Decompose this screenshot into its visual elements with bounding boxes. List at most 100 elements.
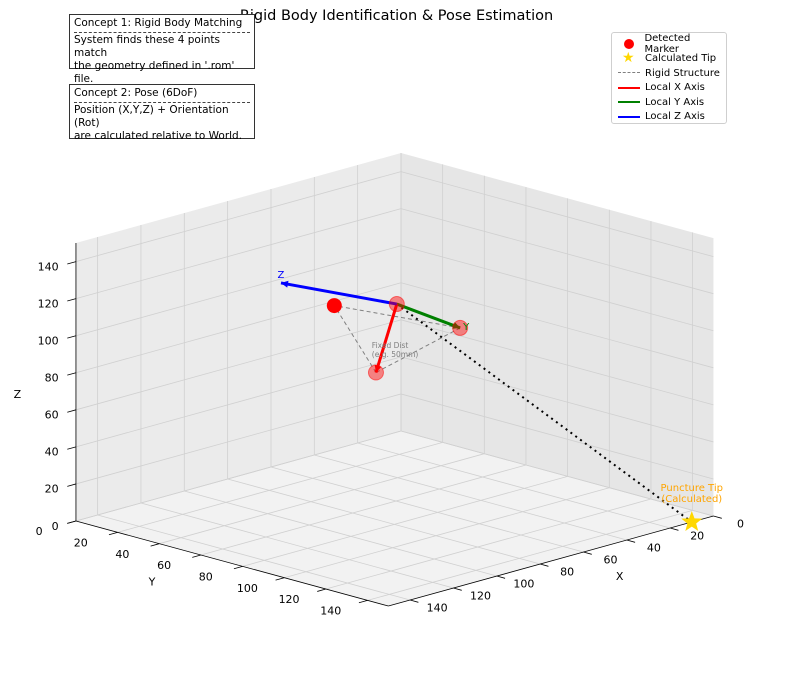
axis-panes — [75, 153, 714, 607]
legend-item-local-z-axis: Local Z Axis — [618, 110, 726, 125]
grid-line — [159, 453, 485, 545]
z-tick-mark — [67, 409, 77, 413]
grid-line — [400, 171, 714, 258]
calculated-tip-star — [681, 511, 703, 531]
detected-marker — [452, 319, 469, 336]
grid-line — [75, 171, 402, 262]
z-tick-mark — [67, 520, 77, 524]
back-left-pane — [75, 153, 401, 522]
z-tick-label: 20 — [45, 483, 59, 496]
grid-line — [117, 441, 443, 533]
grid-line — [314, 454, 627, 541]
grid-line — [242, 475, 568, 567]
rigid-structure-line — [333, 305, 377, 373]
y-tick-label: 100 — [513, 577, 534, 590]
concept-box-1-line-2: the geometry defined in '.rom' file. — [74, 60, 235, 85]
y-tick-label: 40 — [647, 541, 661, 554]
z-tick-label: 80 — [45, 372, 59, 385]
z-tick-label: 60 — [45, 409, 59, 422]
x-tick-mark — [150, 543, 160, 547]
y-tick-mark — [409, 599, 419, 603]
z-tick-mark — [67, 298, 77, 302]
x-tick-mark — [108, 531, 118, 536]
grid-line — [284, 487, 610, 579]
z-tick-label: 100 — [38, 335, 59, 348]
grid-line — [400, 208, 714, 295]
grid-line — [357, 442, 671, 529]
y-tick-mark — [583, 551, 592, 555]
y-axis-line — [388, 515, 714, 607]
concept-box-2-line-1: Position (X,Y,Z) + Orientation (Rot) — [74, 104, 229, 129]
grid-line — [75, 245, 402, 337]
legend-item-calculated-tip: ★ Calculated Tip — [622, 49, 717, 66]
detected-marker — [326, 298, 342, 314]
rigid-structure-line — [375, 327, 461, 373]
z-tick-mark — [67, 372, 77, 376]
local-x-axis-head — [374, 364, 382, 373]
grid-line — [75, 430, 402, 522]
y-tick-mark — [626, 539, 636, 543]
grid-line — [184, 490, 497, 577]
legend-item-rigid-structure: Rigid Structure — [618, 66, 726, 81]
legend-item-detected-marker: Detected Marker — [618, 33, 726, 55]
z-tick-label: 120 — [38, 297, 59, 310]
local-y-label: Y — [462, 322, 470, 333]
green-line-icon — [618, 101, 640, 104]
tip-projection-line — [396, 303, 693, 523]
local-z-axis — [280, 281, 398, 306]
grid-lines — [75, 153, 714, 607]
x-tick-mark — [317, 588, 327, 592]
x-tick-label: 80 — [199, 571, 213, 584]
x-tick-mark — [233, 565, 243, 570]
x-tick-mark — [358, 599, 368, 604]
x-tick-mark — [275, 577, 285, 581]
y-axis-label: Y — [148, 576, 156, 589]
z-tick-label: 40 — [45, 446, 59, 459]
blue-line-icon — [618, 115, 640, 118]
concept-box-2: Concept 2: Pose (6DoF) Position (X,Y,Z) … — [69, 84, 255, 142]
tip-annotation-line-2: (Calculated) — [661, 494, 722, 505]
concept-box-2-separator — [74, 102, 250, 103]
star-icon: ★ — [622, 49, 635, 66]
rigid-structure-line — [334, 305, 461, 329]
floor-pane — [75, 431, 714, 607]
legend: Detected Marker ★ Calculated Tip Rigid S… — [611, 32, 727, 124]
grid-line — [97, 514, 411, 601]
grid-line — [200, 464, 527, 556]
grid-line — [367, 509, 693, 601]
grid-line — [400, 393, 714, 480]
detected-marker — [388, 296, 405, 313]
y-tick-label: 140 — [427, 601, 448, 614]
grid-line — [400, 319, 714, 406]
tip-annotation-line-1: Puncture Tip — [661, 483, 723, 494]
concept-box-1-separator — [74, 32, 250, 33]
concept-box-1-line-1: System finds these 4 points match — [74, 34, 221, 59]
y-tick-label: 0 — [737, 517, 744, 530]
grid-line — [75, 356, 402, 448]
concept-box-2-line-2: are calculated relative to World. — [74, 130, 243, 142]
y-tick-mark — [713, 515, 722, 519]
red-dot-icon — [624, 39, 634, 50]
grid-line — [75, 393, 402, 485]
x-axis-label: X — [616, 570, 624, 583]
grid-line — [75, 319, 402, 411]
z-tick-mark — [67, 261, 77, 265]
grid-line — [227, 478, 541, 565]
grid-line — [325, 498, 652, 590]
grid-line — [140, 502, 454, 589]
x-tick-label: 140 — [320, 605, 341, 618]
y-tick-mark — [496, 575, 506, 579]
local-z-label: Z — [278, 270, 285, 281]
x-tick-label: 60 — [157, 559, 171, 572]
y-tick-mark — [453, 587, 462, 591]
grid-line — [400, 245, 714, 332]
back-right-pane — [401, 153, 714, 517]
concept-box-2-title: Concept 2: Pose (6DoF) — [74, 87, 198, 99]
chart-title: Rigid Body Identification & Pose Estimat… — [239, 8, 554, 24]
y-tick-mark — [539, 563, 549, 567]
x-tick-label: 40 — [115, 548, 129, 561]
z-tick-mark — [67, 335, 77, 339]
y-tick-label: 80 — [560, 565, 574, 578]
detected-marker — [367, 364, 384, 381]
